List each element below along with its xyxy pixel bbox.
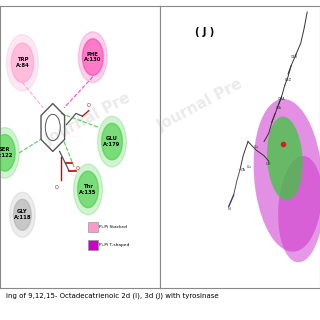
Text: O: O	[54, 185, 58, 190]
Text: CE8: CE8	[291, 55, 298, 59]
Text: SER
A:122: SER A:122	[0, 148, 13, 158]
Text: TRP
A:84: TRP A:84	[16, 57, 29, 68]
Text: O: O	[76, 166, 79, 171]
Text: CHA: CHA	[276, 106, 281, 110]
Text: Pi-Pi Stacked: Pi-Pi Stacked	[99, 225, 127, 229]
Circle shape	[0, 127, 19, 178]
Text: Cu: Cu	[254, 145, 258, 149]
Text: GLU
A:179: GLU A:179	[103, 136, 121, 147]
Text: N: N	[228, 207, 230, 211]
Text: CEZ: CEZ	[284, 78, 292, 82]
Circle shape	[83, 39, 103, 76]
Text: Cu: Cu	[247, 165, 252, 169]
Text: CA: CA	[241, 168, 246, 172]
Text: GLY
A:118: GLY A:118	[13, 209, 31, 220]
Text: PHE
A:130: PHE A:130	[84, 52, 101, 62]
Circle shape	[14, 199, 31, 230]
Text: Journal Pre: Journal Pre	[155, 76, 245, 134]
Circle shape	[74, 164, 102, 215]
Circle shape	[6, 35, 38, 91]
Circle shape	[98, 116, 126, 167]
Text: OH: OH	[266, 162, 271, 166]
Circle shape	[78, 32, 107, 83]
Circle shape	[10, 192, 35, 237]
Circle shape	[102, 123, 123, 160]
Text: ( J ): ( J )	[195, 27, 214, 37]
Ellipse shape	[254, 99, 320, 252]
Ellipse shape	[267, 116, 303, 200]
Text: Journal Pre: Journal Pre	[43, 90, 133, 148]
Ellipse shape	[278, 156, 320, 262]
Bar	[88, 222, 98, 232]
Text: Thr
A:135: Thr A:135	[79, 184, 97, 195]
Text: ing of 9,12,15- Octadecatrienoic 2d (I), 3d (J) with tyrosinase: ing of 9,12,15- Octadecatrienoic 2d (I),…	[6, 293, 219, 299]
Circle shape	[77, 171, 99, 208]
Bar	[88, 240, 98, 250]
Text: O: O	[87, 103, 91, 108]
Circle shape	[11, 43, 34, 83]
Text: CHA: CHA	[278, 97, 285, 101]
Circle shape	[0, 134, 15, 171]
Text: Pi-Pi T-shaped: Pi-Pi T-shaped	[99, 243, 130, 247]
